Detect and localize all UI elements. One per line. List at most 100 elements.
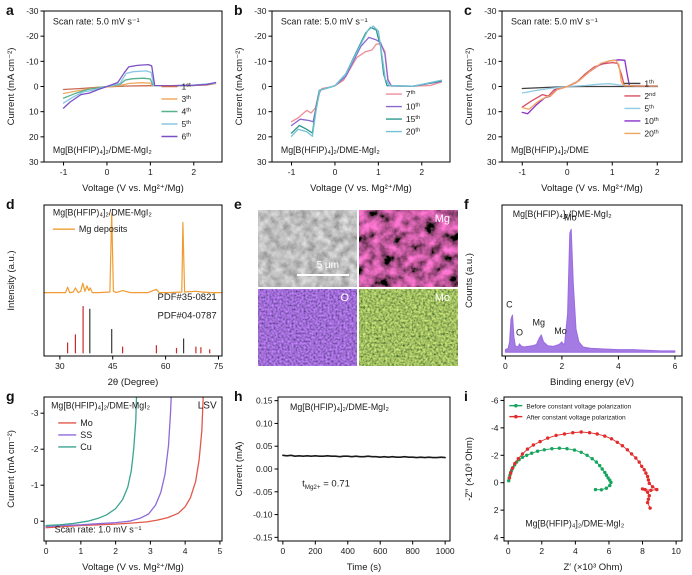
svg-text:15th: 15th	[406, 114, 420, 124]
svg-text:75: 75	[214, 361, 224, 371]
mo-map-label: Mo	[434, 292, 450, 304]
sem-image: 5 μm	[258, 210, 357, 287]
mo-map-noise	[359, 289, 458, 366]
svg-text:-30: -30	[254, 6, 267, 16]
svg-text:-1: -1	[288, 167, 296, 177]
panel-letter-b: b	[234, 2, 243, 18]
svg-text:4: 4	[183, 546, 188, 556]
panel-g: g 0 1 2 3 4 5 -3 -2 -1 0 Voltage (V vs. Mg²⁺/Mg) Cu…	[4, 388, 230, 573]
svg-text:Mg[B(HFIP)₄]₂/DME: Mg[B(HFIP)₄]₂/DME	[511, 145, 589, 155]
panel-d: d 30 45 60 75 2θ (Degree) Intensity (a.u.) Mg …	[4, 196, 230, 388]
svg-text:0.10: 0.10	[256, 418, 273, 428]
svg-text:0: 0	[565, 167, 570, 177]
svg-text:-0.10: -0.10	[253, 510, 273, 520]
svg-text:30: 30	[55, 361, 65, 371]
svg-text:4: 4	[573, 546, 578, 556]
svg-text:Mg[B(HFIP)₄]₂/DME-MgI₂: Mg[B(HFIP)₄]₂/DME-MgI₂	[51, 401, 150, 411]
svg-text:30: 30	[487, 157, 497, 167]
svg-text:20: 20	[29, 132, 39, 142]
svg-text:2: 2	[494, 505, 499, 515]
svg-text:4: 4	[616, 361, 621, 371]
svg-text:0: 0	[333, 167, 338, 177]
svg-text:30: 30	[29, 157, 39, 167]
panel-letter-g: g	[6, 388, 15, 404]
mg-map-noise	[359, 210, 458, 287]
svg-text:Mo: Mo	[554, 326, 567, 336]
svg-text:Intensity (a.u.): Intensity (a.u.)	[6, 250, 17, 310]
svg-text:-10: -10	[26, 56, 39, 66]
svg-text:O: O	[516, 328, 523, 338]
panel-letter-i: i	[464, 388, 468, 404]
panel-c: c -1 0 1 2 -30 -20 -10 0 10 20 30 Voltage (V vs. Mg…	[462, 2, 690, 194]
eds-map-mg: Mg	[359, 210, 458, 287]
panel-i: i 0 2 4 6 8 10 -6 -4 -2 0 2 4 Z′ (×10³ Ohm) -Z″ (×10³…	[462, 388, 690, 573]
svg-text:-0.15: -0.15	[253, 532, 273, 542]
svg-text:0.00: 0.00	[256, 464, 273, 474]
svg-text:-6: -6	[491, 395, 499, 405]
svg-text:Binding energy (eV): Binding energy (eV)	[550, 377, 634, 388]
svg-text:Time (s): Time (s)	[347, 562, 381, 573]
svg-text:Mg[B(HFIP)₄]₂/DME-MgI₂: Mg[B(HFIP)₄]₂/DME-MgI₂	[290, 402, 389, 412]
svg-text:Current (mA cm⁻²): Current (mA cm⁻²)	[6, 430, 17, 508]
svg-text:Mg deposits: Mg deposits	[79, 224, 128, 234]
panel-h: h 0 200 400 600 800 1000 0.15 0.10 0.05 0.00 -0.05…	[232, 388, 458, 573]
svg-text:-10: -10	[484, 56, 497, 66]
svg-text:2nd: 2nd	[644, 91, 655, 101]
svg-text:-20: -20	[254, 31, 267, 41]
svg-text:Voltage (V vs. Mg²⁺/Mg): Voltage (V vs. Mg²⁺/Mg)	[310, 183, 412, 194]
svg-text:Current (mA cm⁻²): Current (mA cm⁻²)	[464, 48, 475, 126]
panel-letter-a: a	[6, 2, 14, 18]
svg-text:2: 2	[419, 167, 424, 177]
svg-text:Mg[B(HFIP)₄]₂/DME-MgI₂: Mg[B(HFIP)₄]₂/DME-MgI₂	[513, 209, 612, 219]
svg-text:2: 2	[655, 167, 660, 177]
svg-text:Scan rate: 5.0 mV s⁻¹: Scan rate: 5.0 mV s⁻¹	[281, 17, 368, 27]
svg-text:6: 6	[673, 361, 678, 371]
svg-text:-Z″ (×10³ Ohm): -Z″ (×10³ Ohm)	[464, 437, 475, 501]
svg-text:2: 2	[539, 546, 544, 556]
svg-text:-3: -3	[31, 408, 39, 418]
svg-text:1000: 1000	[436, 546, 455, 556]
panel-letter-f: f	[464, 196, 469, 212]
svg-text:0: 0	[494, 478, 499, 488]
mg-map-label: Mg	[434, 213, 450, 225]
svg-text:Scan rate: 5.0 mV s⁻¹: Scan rate: 5.0 mV s⁻¹	[53, 17, 140, 27]
svg-text:-2: -2	[31, 444, 39, 454]
svg-text:-1: -1	[60, 167, 68, 177]
svg-text:0.05: 0.05	[256, 441, 273, 451]
svg-text:0: 0	[503, 361, 508, 371]
svg-text:C: C	[506, 299, 513, 309]
svg-text:0: 0	[281, 546, 286, 556]
svg-text:Cu: Cu	[80, 442, 92, 452]
svg-text:Scan rate: 5.0 mV s⁻¹: Scan rate: 5.0 mV s⁻¹	[511, 17, 598, 27]
svg-text:6: 6	[607, 546, 612, 556]
svg-text:Mo: Mo	[564, 212, 577, 222]
eds-map-mo: Mo	[359, 289, 458, 366]
svg-text:SS: SS	[80, 430, 92, 440]
scale-bar-label: 5 μm	[316, 260, 339, 271]
svg-text:5: 5	[218, 546, 223, 556]
svg-text:Counts (a.u.): Counts (a.u.)	[464, 253, 475, 308]
panel-a: a -1 0 1 2 -30 -20 -10 0 10 20 30 Voltage (V vs. Mg…	[4, 2, 230, 194]
panel-d-chart: 30 45 60 75 2θ (Degree) Intensity (a.u.) Mg de…	[6, 204, 224, 388]
svg-text:tMg2+ = 0.71: tMg2+ = 0.71	[302, 478, 350, 491]
svg-text:1: 1	[148, 167, 153, 177]
svg-text:Current (mA cm⁻²): Current (mA cm⁻²)	[6, 48, 17, 126]
svg-text:Mg[B(HFIP)₄]₂/DME-MgI₂: Mg[B(HFIP)₄]₂/DME-MgI₂	[525, 519, 624, 529]
svg-text:200: 200	[308, 546, 322, 556]
svg-text:-2: -2	[491, 450, 499, 460]
svg-text:0: 0	[262, 82, 267, 92]
svg-text:10: 10	[671, 546, 681, 556]
panel-i-chart: 0 2 4 6 8 10 -6 -4 -2 0 2 4 Z′ (×10³ Ohm) -Z″ (×10³ O…	[464, 395, 683, 573]
svg-text:0: 0	[105, 167, 110, 177]
svg-text:-10: -10	[254, 56, 267, 66]
svg-text:Voltage (V vs. Mg²⁺/Mg): Voltage (V vs. Mg²⁺/Mg)	[541, 183, 643, 194]
panel-f: f 0 2 4 6 Binding energy (eV) Counts (a.u.) Mg…	[462, 196, 690, 388]
svg-text:10th: 10th	[406, 102, 420, 112]
svg-text:30: 30	[257, 157, 267, 167]
svg-text:10: 10	[487, 107, 497, 117]
svg-text:4th: 4th	[181, 107, 191, 117]
svg-text:Current (mA cm⁻²): Current (mA cm⁻²)	[234, 48, 245, 126]
